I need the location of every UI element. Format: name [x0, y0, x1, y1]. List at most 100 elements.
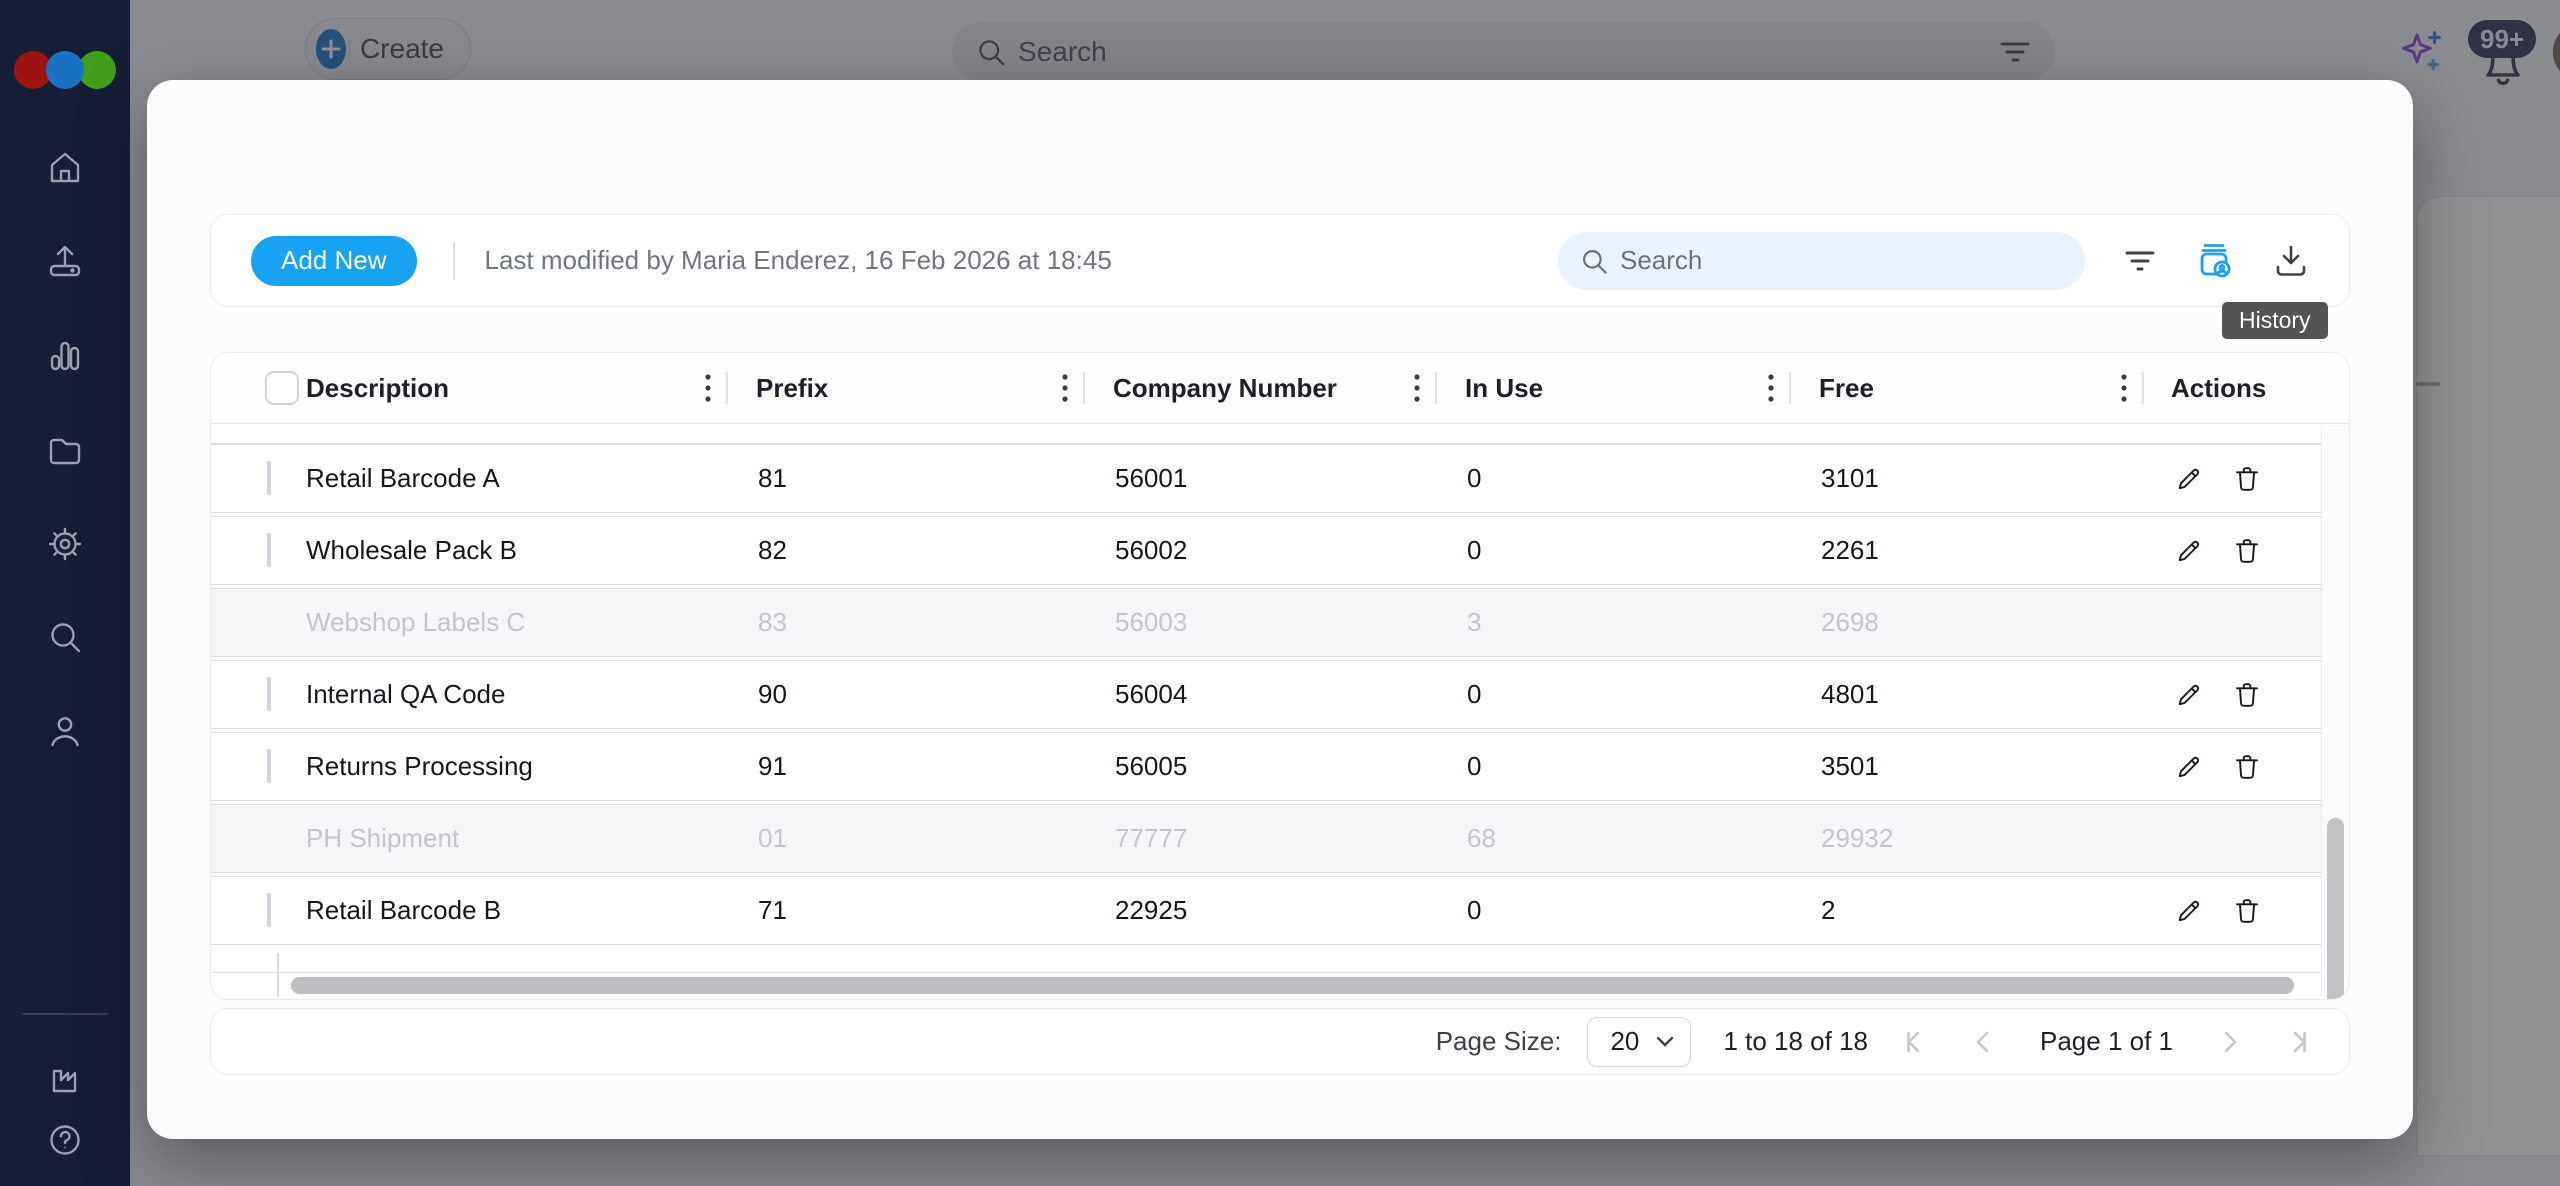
cell-in-use: 3	[1467, 607, 1482, 637]
table-search-bar[interactable]	[1558, 231, 2085, 290]
delete-icon[interactable]	[2232, 680, 2262, 710]
table-search-input[interactable]	[1620, 245, 2063, 276]
edit-icon[interactable]	[2174, 752, 2204, 782]
cell-description: Retail Barcode A	[306, 463, 500, 493]
page-indicator: Page 1 of 1	[2040, 1026, 2173, 1056]
filter-icon[interactable]	[2123, 244, 2157, 278]
cell-description: Internal QA Code	[306, 679, 506, 709]
bottom-row-sliver	[212, 953, 2321, 973]
row-select-cell	[211, 461, 306, 495]
table-body: Retail Barcode A 81 56001 0 3101 Wholesa…	[211, 444, 2349, 945]
table-row[interactable]: Webshop Labels C 83 56003 3 2698	[211, 588, 2321, 657]
sidebar-item-documents[interactable]	[47, 433, 83, 469]
last-page-icon[interactable]	[2277, 1029, 2319, 1055]
sidebar-item-analytics[interactable]	[47, 338, 83, 374]
sidebar-item-profile[interactable]	[47, 713, 83, 749]
column-menu-icon[interactable]	[1061, 372, 1069, 404]
column-menu-icon[interactable]	[1413, 372, 1421, 404]
delete-icon[interactable]	[2232, 536, 2262, 566]
row-checkbox[interactable]	[267, 749, 271, 783]
delete-icon[interactable]	[2232, 752, 2262, 782]
cell-description: Returns Processing	[306, 751, 533, 781]
table-row[interactable]: Wholesale Pack B 82 56002 0 2261	[211, 516, 2321, 585]
next-page-icon[interactable]	[2209, 1029, 2251, 1055]
row-select-cell	[211, 823, 306, 854]
sidebar-item-upload[interactable]	[47, 243, 83, 279]
first-page-icon[interactable]	[1894, 1029, 1936, 1055]
page-size-select[interactable]: 20	[1587, 1016, 1692, 1067]
edit-icon[interactable]	[2174, 896, 2204, 926]
column-label: In Use	[1465, 372, 1544, 403]
sidebar-item-search[interactable]	[47, 619, 83, 655]
row-checkbox[interactable]	[267, 461, 271, 495]
horizontal-scrollbar[interactable]	[291, 977, 2294, 994]
sidebar-item-factory[interactable]	[47, 1060, 83, 1096]
table-row[interactable]: Retail Barcode B 71 22925 0 2	[211, 876, 2321, 945]
column-label: Free	[1819, 372, 1874, 403]
row-checkbox[interactable]	[267, 677, 271, 711]
column-label: Company Number	[1113, 372, 1337, 403]
history-icon[interactable]	[2195, 241, 2235, 281]
cell-free: 29932	[1821, 823, 1894, 853]
column-divider	[726, 372, 728, 404]
row-select-cell	[211, 749, 306, 783]
edit-icon[interactable]	[2174, 464, 2204, 494]
row-checkbox[interactable]	[267, 893, 271, 927]
add-new-button[interactable]: Add New	[251, 235, 417, 286]
column-menu-icon[interactable]	[704, 372, 712, 404]
previous-page-icon[interactable]	[1962, 1029, 2004, 1055]
sidebar-divider	[22, 1013, 108, 1015]
table-row[interactable]: Internal QA Code 90 56004 0 4801	[211, 660, 2321, 729]
download-icon[interactable]	[2273, 243, 2309, 279]
sidebar-item-settings[interactable]	[47, 526, 83, 562]
column-label: Description	[306, 372, 450, 403]
pagination-bar: Page Size: 20 1 to 18 of 18 Page 1 of 1	[210, 1008, 2350, 1075]
table-row[interactable]: Retail Barcode A 81 56001 0 3101	[211, 444, 2321, 513]
column-menu-icon[interactable]	[2120, 372, 2128, 404]
delete-icon[interactable]	[2232, 464, 2262, 494]
edit-icon[interactable]	[2174, 680, 2204, 710]
cell-actions	[2144, 680, 2321, 710]
table-row[interactable]: PH Shipment 01 77777 68 29932	[211, 804, 2321, 873]
delete-icon[interactable]	[2232, 896, 2262, 926]
history-tooltip: History	[2222, 302, 2328, 339]
cell-in-use: 0	[1467, 463, 1482, 493]
row-range-text: 1 to 18 of 18	[1723, 1026, 1868, 1056]
edit-icon[interactable]	[2174, 536, 2204, 566]
cell-prefix: 91	[758, 751, 787, 781]
barcode-table: Description Prefix Company Number In Use	[210, 352, 2350, 1000]
column-label: Prefix	[756, 372, 829, 403]
sidebar-item-home[interactable]	[47, 150, 83, 186]
sidebar	[0, 0, 130, 1186]
cell-description: Webshop Labels C	[306, 607, 526, 637]
vertical-scrollbar[interactable]	[2327, 818, 2344, 999]
column-header-in-use: In Use	[1437, 353, 1791, 423]
cell-free: 2698	[1821, 607, 1879, 637]
sidebar-item-help[interactable]	[47, 1122, 83, 1158]
cell-prefix: 82	[758, 535, 787, 565]
cell-prefix: 71	[758, 895, 787, 925]
cell-free: 4801	[1821, 679, 1879, 709]
app-logo[interactable]	[0, 51, 130, 89]
cell-company-number: 56001	[1115, 463, 1188, 493]
cell-free: 2261	[1821, 535, 1879, 565]
row-select-cell	[211, 677, 306, 711]
table-toolbar: Add New Last modified by Maria Enderez, …	[210, 214, 2350, 307]
search-icon	[1580, 247, 1608, 275]
cell-free: 2	[1821, 895, 1836, 925]
scrolled-row-sliver	[211, 424, 2321, 444]
cell-prefix: 81	[758, 463, 787, 493]
cell-actions	[2144, 752, 2321, 782]
row-select-cell	[211, 607, 306, 638]
column-menu-icon[interactable]	[1767, 372, 1775, 404]
select-all-checkbox[interactable]	[265, 371, 299, 405]
row-select-cell	[211, 893, 306, 927]
barcode-modal: Company Barcode Add New Last modified by…	[147, 80, 2413, 1139]
column-header-company-number: Company Number	[1085, 353, 1437, 423]
vertical-scrollbar-track	[2321, 425, 2349, 999]
cell-in-use: 0	[1467, 895, 1482, 925]
table-row[interactable]: Returns Processing 91 56005 0 3501	[211, 732, 2321, 801]
cell-in-use: 0	[1467, 535, 1482, 565]
cell-description: Wholesale Pack B	[306, 535, 517, 565]
row-checkbox[interactable]	[267, 533, 271, 567]
